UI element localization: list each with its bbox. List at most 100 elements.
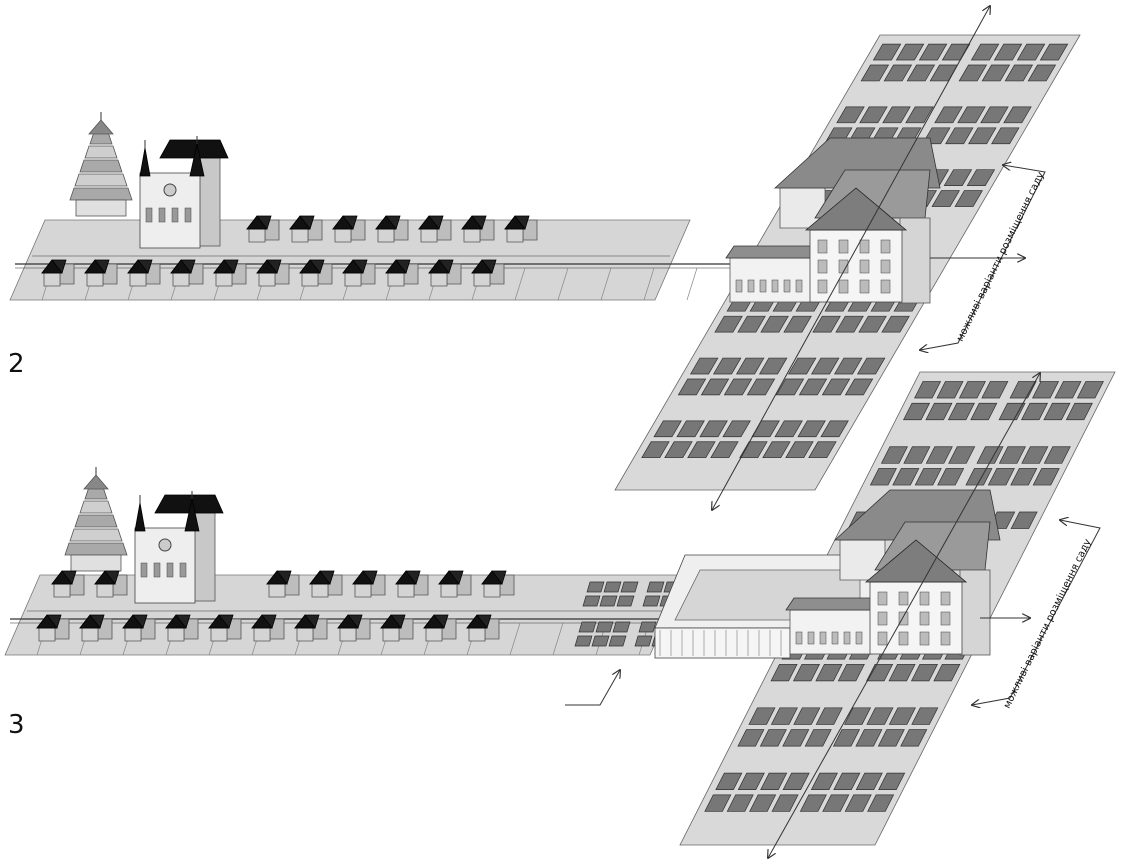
manor-window: [899, 592, 908, 605]
cathedral-window: [159, 208, 165, 222]
garden-bed: [643, 596, 660, 606]
church-tier: [85, 146, 117, 158]
house-front: [340, 627, 356, 641]
house-front: [355, 583, 371, 597]
house-front: [54, 583, 70, 597]
house-front: [421, 228, 437, 242]
church-tier: [80, 501, 112, 513]
church-dome: [84, 475, 108, 489]
house-front: [388, 272, 404, 286]
scene-number: 2: [8, 349, 25, 379]
page: 2 3 можливі варіанти розміщення саду мож…: [0, 0, 1124, 862]
manor-window: [844, 632, 850, 644]
church-tier: [75, 174, 127, 186]
house-front: [39, 627, 55, 641]
house-front: [254, 627, 270, 641]
garden-bed: [621, 582, 638, 592]
church-base: [71, 555, 121, 571]
cathedral-window: [185, 208, 191, 222]
house-front: [312, 583, 328, 597]
manor-window: [808, 632, 814, 644]
house-front: [249, 228, 265, 242]
garden-bed: [617, 596, 634, 606]
church-dome: [89, 120, 113, 134]
drawing: [5, 6, 1115, 858]
cathedral-rose: [159, 539, 171, 551]
garden-bed: [583, 596, 600, 606]
house-front: [259, 272, 275, 286]
manor-window: [820, 632, 826, 644]
scene-number: 3: [8, 710, 25, 740]
cathedral-window: [180, 563, 186, 577]
illustration: 2 3 можливі варіанти розміщення саду мож…: [0, 0, 1124, 862]
manor-window: [941, 612, 950, 625]
cathedral-window: [141, 563, 147, 577]
manor-window: [748, 280, 754, 292]
house-front: [474, 272, 490, 286]
manor-window: [920, 612, 929, 625]
manor-window: [881, 280, 890, 293]
garden-bed: [596, 622, 613, 632]
house-front: [269, 583, 285, 597]
house-front: [97, 583, 113, 597]
house-front: [216, 272, 232, 286]
manor-window: [920, 592, 929, 605]
manor-window: [832, 632, 838, 644]
house-front: [431, 272, 447, 286]
garden-bed: [647, 582, 664, 592]
manor-window: [860, 280, 869, 293]
manor-window: [796, 632, 802, 644]
church-tier: [70, 188, 132, 200]
manor-window: [878, 632, 887, 645]
house-front: [464, 228, 480, 242]
house-front: [426, 627, 442, 641]
garden-bed: [575, 636, 592, 646]
manor-window: [881, 240, 890, 253]
cathedral-tower: [135, 503, 145, 531]
garden-bed: [592, 636, 609, 646]
cathedral-roof: [155, 495, 223, 513]
cathedral-roof: [160, 140, 228, 158]
house-front: [211, 627, 227, 641]
manor-window: [941, 632, 950, 645]
garden-bed: [639, 622, 656, 632]
garden-bed: [600, 596, 617, 606]
manor-window: [878, 592, 887, 605]
cathedral-window: [154, 563, 160, 577]
cathedral-window: [167, 563, 173, 577]
house-front: [507, 228, 523, 242]
manor-window: [839, 240, 848, 253]
house-front: [378, 228, 394, 242]
manor-window: [860, 260, 869, 273]
manor-window: [818, 260, 827, 273]
manor-window: [736, 280, 742, 292]
house-front: [335, 228, 351, 242]
house-front: [297, 627, 313, 641]
manor-window: [818, 280, 827, 293]
manor-window: [856, 632, 862, 644]
house-front: [469, 627, 485, 641]
garden-bed: [635, 636, 652, 646]
manor-window: [920, 632, 929, 645]
manor-wing-roof: [786, 598, 872, 610]
garden-bed: [604, 582, 621, 592]
direction-arrow: [565, 670, 620, 705]
house-front: [345, 272, 361, 286]
church-tier: [80, 160, 122, 172]
church-tier: [65, 543, 127, 555]
manor-window: [899, 632, 908, 645]
house-front: [44, 272, 60, 286]
manor-side: [900, 218, 930, 303]
manor-window: [796, 280, 802, 292]
cathedral-window: [172, 208, 178, 222]
house-front: [82, 627, 98, 641]
manor-window: [772, 280, 778, 292]
manor-window: [941, 592, 950, 605]
house-front: [441, 583, 457, 597]
church-tier: [70, 529, 122, 541]
garden-bed: [587, 582, 604, 592]
church-tier: [75, 515, 117, 527]
manor-side: [960, 570, 990, 655]
house-front: [87, 272, 103, 286]
manor-window: [881, 260, 890, 273]
